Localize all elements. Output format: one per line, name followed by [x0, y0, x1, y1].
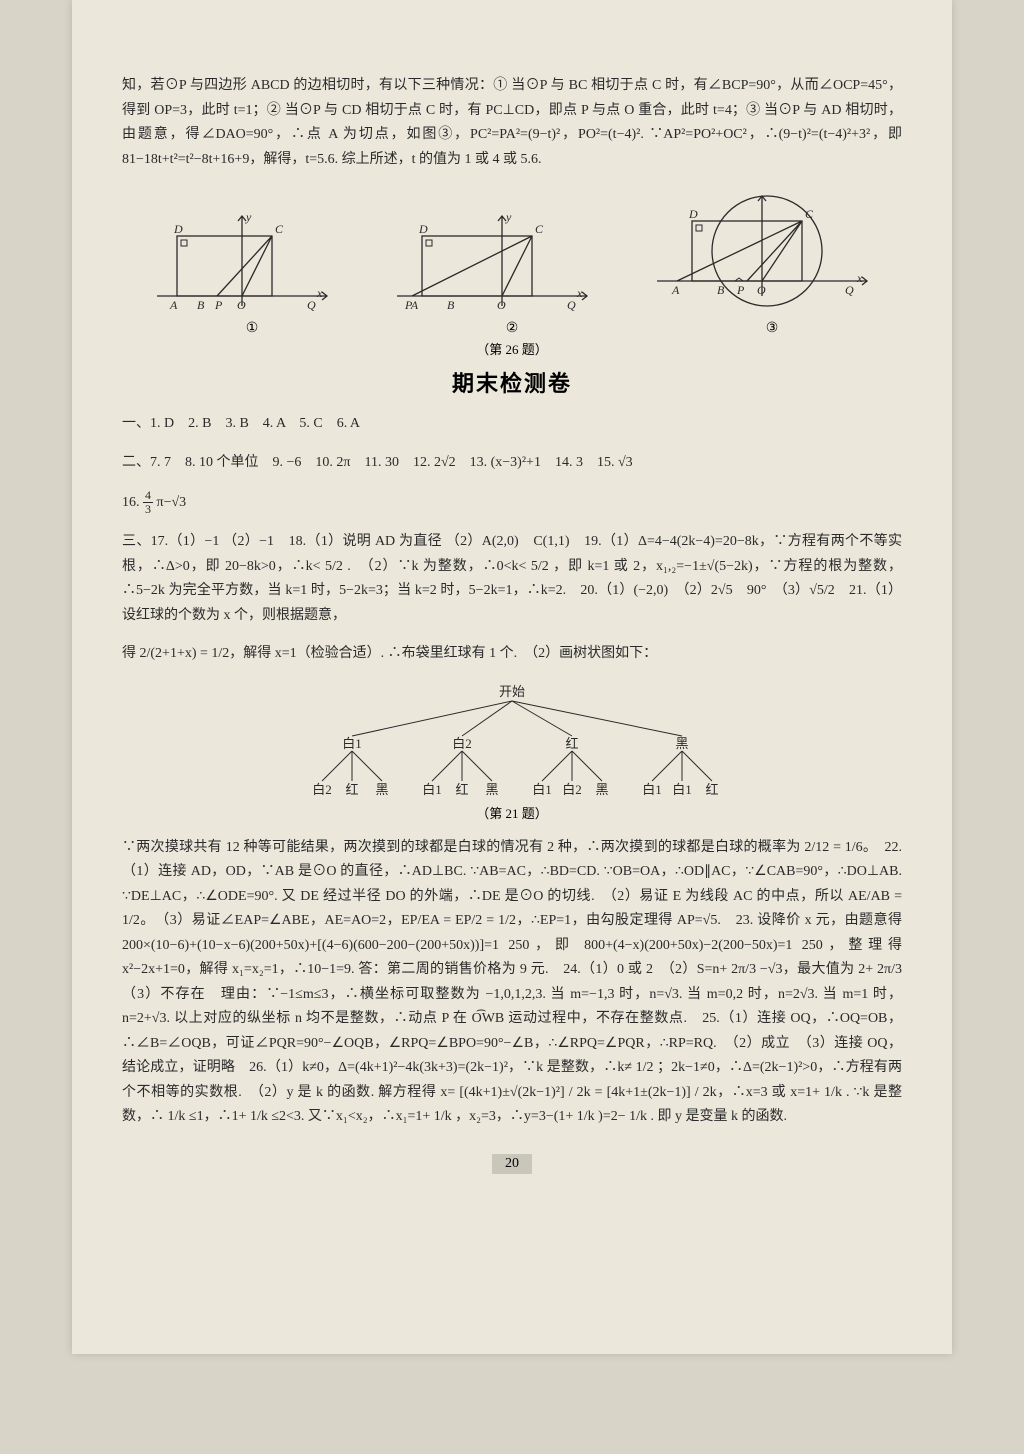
fig-label-3: ③ [766, 320, 779, 337]
para-section-three: 三、17.（1）−1 （2）−1 18.（1）说明 AD 为直径 （2）A(2,… [122, 530, 902, 628]
frac-num: 4 [143, 489, 153, 503]
svg-text:A: A [671, 283, 680, 297]
svg-text:白1: 白1 [342, 736, 362, 751]
svg-text:A: A [169, 298, 178, 312]
figure-caption: （第 26 题） [122, 339, 902, 358]
intro-paragraph: 知，若⊙P 与四边形 ABCD 的边相切时，有以下三种情况：① 当⊙P 与 BC… [122, 74, 902, 172]
svg-text:白1: 白1 [422, 782, 442, 797]
svg-text:x: x [856, 271, 863, 285]
tree-root: 开始 [499, 684, 525, 699]
q16-prefix: 16. [122, 495, 143, 510]
svg-text:白2: 白2 [562, 782, 582, 797]
svg-text:PA: PA [404, 298, 419, 312]
para-after-tree: ∵两次摸球共有 12 种等可能结果，两次摸到的球都是白球的情况有 2 种，∴两次… [122, 836, 902, 1130]
svg-text:白2: 白2 [452, 736, 472, 751]
svg-text:D: D [418, 222, 428, 236]
figure-2: D C PA B O Qx y [387, 206, 597, 316]
frac-den: 3 [143, 503, 153, 516]
q16-suffix: π−√3 [157, 495, 187, 510]
answers-line-3: 16. 4 3 π−√3 [122, 489, 902, 516]
tree-diagram: 开始 白1 白2 红 黑 白2红黑 白1红黑 白1白2黑 白1白1红 [272, 681, 752, 801]
svg-text:Q: Q [845, 283, 854, 297]
fig-label-1: ① [246, 320, 259, 337]
svg-text:C: C [805, 207, 814, 221]
tree-caption: （第 21 题） [122, 803, 902, 822]
svg-text:y: y [245, 210, 252, 224]
svg-text:黑: 黑 [485, 782, 498, 797]
svg-text:黑: 黑 [595, 782, 608, 797]
svg-text:D: D [173, 222, 183, 236]
svg-text:Q: Q [307, 298, 316, 312]
svg-text:O: O [237, 298, 246, 312]
figures-row: DC AB PO Qx y DC PAB O [122, 186, 902, 316]
figure-3: D C A B PO Qx [647, 186, 877, 316]
figure-1: D C A B PO Qx y [147, 206, 337, 316]
svg-text:C: C [535, 222, 544, 236]
svg-text:B: B [717, 283, 725, 297]
svg-text:B: B [197, 298, 205, 312]
svg-text:红: 红 [705, 782, 718, 797]
svg-text:红: 红 [565, 736, 578, 751]
svg-text:白1: 白1 [672, 782, 692, 797]
svg-text:黑: 黑 [675, 736, 688, 751]
page: 知，若⊙P 与四边形 ABCD 的边相切时，有以下三种情况：① 当⊙P 与 BC… [72, 0, 952, 1354]
svg-text:O: O [497, 298, 506, 312]
para-de: 得 2/(2+1+x) = 1/2，解得 x=1（检验合适）. ∴布袋里红球有 … [122, 642, 902, 667]
page-number: 20 [492, 1154, 532, 1174]
section-title: 期末检测卷 [122, 366, 902, 398]
svg-text:C: C [275, 222, 284, 236]
svg-text:x: x [576, 286, 583, 300]
svg-text:白1: 白1 [642, 782, 662, 797]
svg-text:B: B [447, 298, 455, 312]
svg-text:P: P [214, 298, 223, 312]
figure-labels: ① ② ③ [122, 320, 902, 337]
svg-text:红: 红 [345, 782, 358, 797]
svg-text:y: y [505, 210, 512, 224]
svg-text:x: x [316, 286, 323, 300]
q16-fraction: 4 3 [143, 489, 153, 516]
svg-text:D: D [688, 207, 698, 221]
svg-text:P: P [736, 283, 745, 297]
svg-text:Q: Q [567, 298, 576, 312]
svg-text:O: O [757, 283, 766, 297]
svg-text:黑: 黑 [375, 782, 388, 797]
answers-line-1: 一、1. D 2. B 3. B 4. A 5. C 6. A [122, 412, 902, 437]
answers-line-2: 二、7. 7 8. 10 个单位 9. −6 10. 2π 11. 30 12.… [122, 451, 902, 476]
fig-label-2: ② [506, 320, 519, 337]
svg-text:红: 红 [455, 782, 468, 797]
svg-text:白1: 白1 [532, 782, 552, 797]
svg-text:白2: 白2 [312, 782, 332, 797]
